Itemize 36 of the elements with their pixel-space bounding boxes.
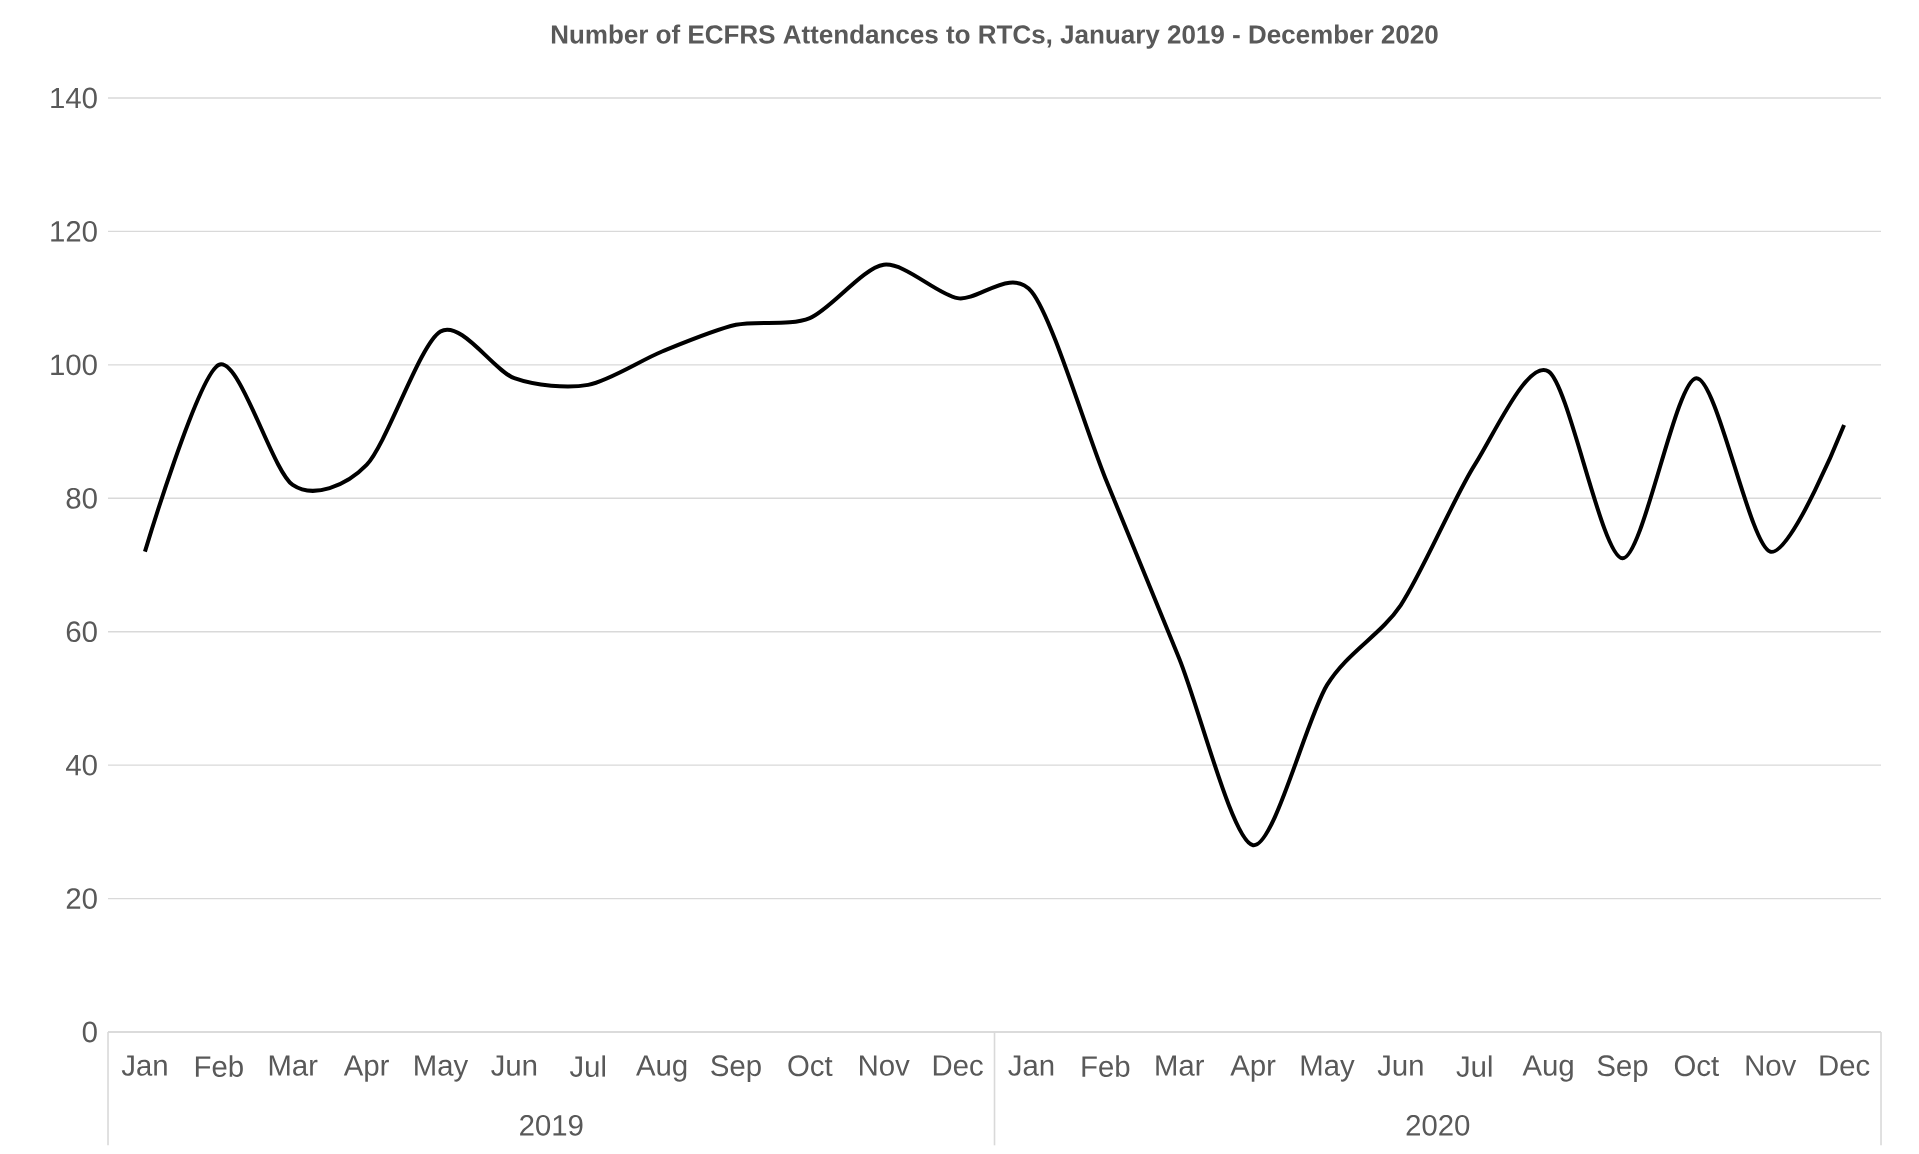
- x-tick-label: Aug: [636, 1055, 687, 1082]
- y-tick-label: 100: [51, 354, 97, 376]
- x-tick-label: Apr: [1230, 1055, 1276, 1082]
- y-tick-label: 60: [66, 621, 97, 643]
- x-tick-label: May: [1301, 1055, 1355, 1082]
- x-tick-label: Apr: [343, 1055, 389, 1082]
- chart-title: Number of ECFRS Attendances to RTCs, January 2019 - December 2020: [551, 24, 1438, 49]
- text: 2019: [520, 1114, 583, 1136]
- x-tick-label: Mar: [269, 1055, 318, 1076]
- x-tick-label: May: [415, 1055, 469, 1082]
- y-tick-label: 120: [51, 221, 97, 242]
- x-tick-label: Feb: [1082, 1055, 1130, 1077]
- y-tick-label: 40: [66, 754, 97, 776]
- x-tick-label: Aug: [1522, 1055, 1573, 1082]
- x-tick-label: Feb: [195, 1055, 243, 1077]
- x-tick-label: Nov: [860, 1055, 910, 1076]
- y-tick-label: 20: [66, 888, 97, 909]
- x-tick-label: Sep: [711, 1055, 761, 1082]
- x-tick-label: Dec: [1820, 1055, 1870, 1076]
- x-tick-label: Jul: [569, 1055, 605, 1077]
- y-tick-label: 140: [51, 87, 97, 109]
- x-tick-label: Jun: [491, 1055, 537, 1076]
- x-tick-label: Oct: [788, 1055, 833, 1077]
- text: 2020: [1406, 1114, 1470, 1136]
- x-tick-label: Nov: [1746, 1055, 1797, 1076]
- x-tick-label: Jan: [1008, 1055, 1054, 1076]
- x-tick-label: Jan: [121, 1055, 167, 1076]
- y-tick-label: 80: [66, 487, 97, 509]
- x-tick-label: Jun: [1377, 1055, 1423, 1076]
- x-tick-label: Mar: [1156, 1055, 1204, 1076]
- x-tick-label: Oct: [1674, 1055, 1719, 1077]
- line-series: [142, 262, 1847, 848]
- x-tick-label: Jul: [1456, 1055, 1492, 1077]
- y-tick-label: 0: [82, 1021, 97, 1043]
- x-tick-label: Dec: [933, 1055, 983, 1076]
- x-tick-label: Sep: [1597, 1055, 1648, 1082]
